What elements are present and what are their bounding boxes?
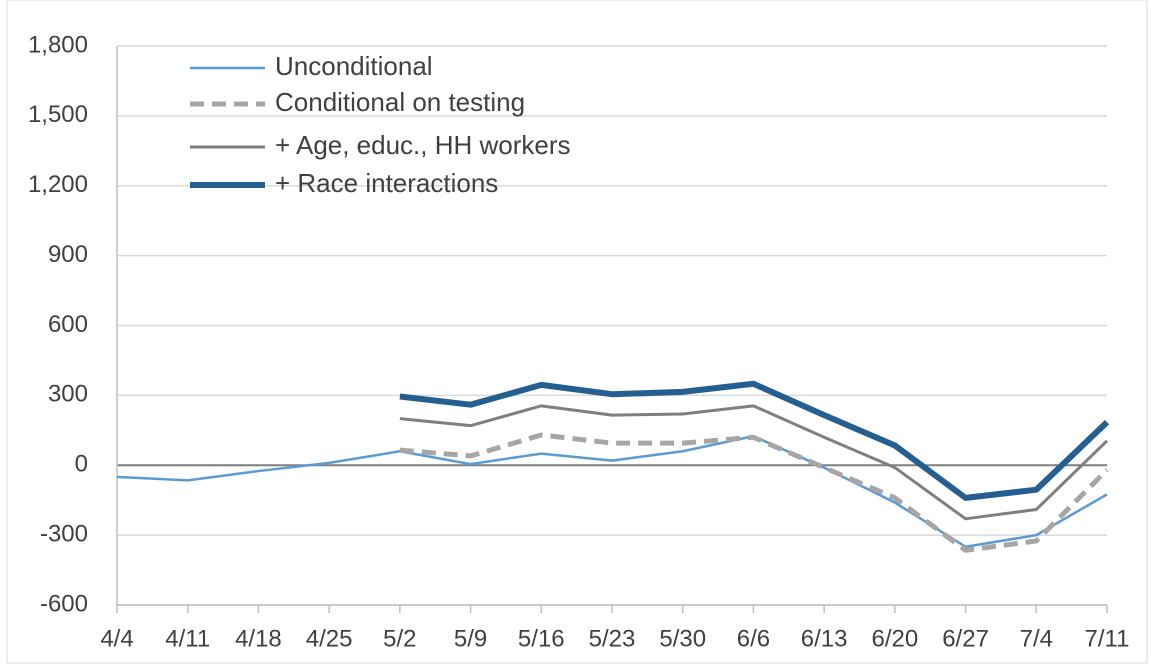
y-tick-label: 1,500 [28,101,88,128]
x-tick-label: 4/25 [306,625,353,652]
y-tick-label: 300 [48,381,88,408]
x-tick-label: 7/11 [1085,625,1130,652]
x-tick-label: 5/2 [383,625,416,652]
x-tick-label: 4/4 [100,625,133,652]
series-line [399,404,1109,521]
y-tick-label: 600 [48,311,88,338]
x-tick-label: 5/9 [454,625,487,652]
y-tick-label: 1,800 [28,31,88,58]
legend-label: Unconditional [275,51,433,81]
x-tick-label: 7/4 [1020,625,1053,652]
y-tick-label: -600 [40,590,88,617]
series-line [116,434,1108,549]
legend-label: Conditional on testing [275,87,525,117]
legend-label: + Age, educ., HH workers [275,130,571,160]
legend-label: + Race interactions [275,168,498,198]
x-tick-label: 5/16 [518,625,565,652]
x-tick-label: 6/6 [737,625,770,652]
x-tick-label: 4/11 [165,625,210,652]
chart-frame [6,0,1148,664]
x-tick-label: 6/13 [801,625,848,652]
y-tick-label: -300 [40,520,88,547]
y-tick-label: 1,200 [28,171,88,198]
x-tick-label: 6/20 [871,625,918,652]
series-line [399,432,1109,553]
series-line [399,380,1110,501]
y-tick-label: 0 [75,451,88,478]
x-tick-label: 4/18 [235,625,282,652]
y-tick-label: 900 [48,241,88,268]
x-tick-label: 5/23 [589,625,636,652]
x-tick-label: 5/30 [659,625,706,652]
x-tick-label: 6/27 [942,625,989,652]
